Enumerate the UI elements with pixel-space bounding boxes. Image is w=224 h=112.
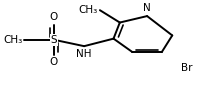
Text: O: O xyxy=(50,57,58,67)
Text: Br: Br xyxy=(181,63,192,73)
Text: CH₃: CH₃ xyxy=(79,5,98,15)
Text: N: N xyxy=(143,3,151,13)
Text: NH: NH xyxy=(76,49,92,59)
Text: S: S xyxy=(50,35,57,45)
Text: CH₃: CH₃ xyxy=(3,35,22,45)
Text: O: O xyxy=(50,12,58,22)
